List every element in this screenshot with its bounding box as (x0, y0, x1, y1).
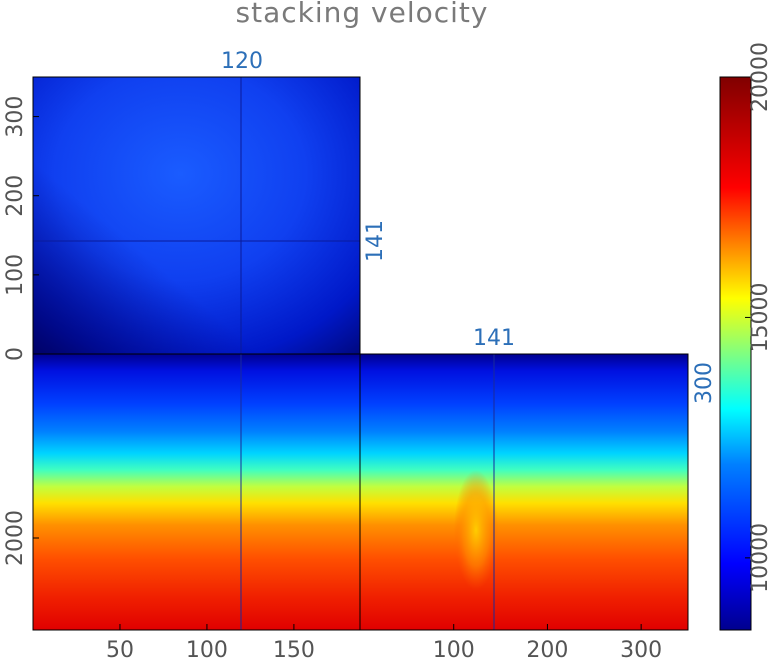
side-panel-frame (359, 353, 689, 631)
side-panel-anomaly (454, 470, 498, 590)
front-x-tick-label: 100 (186, 638, 228, 663)
front-panel-image (33, 354, 360, 630)
slice-label-side-header: 141 (473, 326, 515, 351)
y-axis: 0 100 200 300 2000 (3, 96, 39, 566)
colorbar: 10000 15000 20000 (719, 42, 773, 631)
top-y-tick-label: 300 (3, 96, 28, 138)
top-y-tick-label: 200 (3, 175, 28, 217)
top-panel (32, 76, 361, 355)
colorbar-tick-label: 10000 (748, 523, 773, 593)
side-x-tick-label: 200 (526, 638, 568, 663)
top-panel-shade (33, 77, 360, 354)
top-y-tick-label: 100 (3, 254, 28, 296)
colorbar-frame (719, 76, 752, 631)
slice-label-top: 120 (221, 49, 263, 74)
colorbar-tick-label: 15000 (748, 282, 773, 352)
top-y-tick-label: 0 (3, 347, 28, 361)
slice-label-top-right: 141 (363, 220, 388, 262)
side-x-tick-label: 100 (433, 638, 475, 663)
colorbar-tick-label: 20000 (748, 42, 773, 112)
colorbar-gradient (720, 77, 751, 630)
chart-title: stacking velocity (236, 0, 489, 29)
slice-label-side-right: 300 (692, 362, 717, 404)
front-panel (32, 353, 361, 631)
side-panel-image (360, 354, 688, 630)
front-y-tick-label: 2000 (3, 510, 28, 566)
x-axis: 50 100 150 100 200 300 (106, 624, 662, 663)
side-panel (359, 353, 689, 631)
front-x-tick-label: 50 (106, 638, 134, 663)
side-x-tick-label: 300 (620, 638, 662, 663)
front-x-tick-label: 150 (273, 638, 315, 663)
